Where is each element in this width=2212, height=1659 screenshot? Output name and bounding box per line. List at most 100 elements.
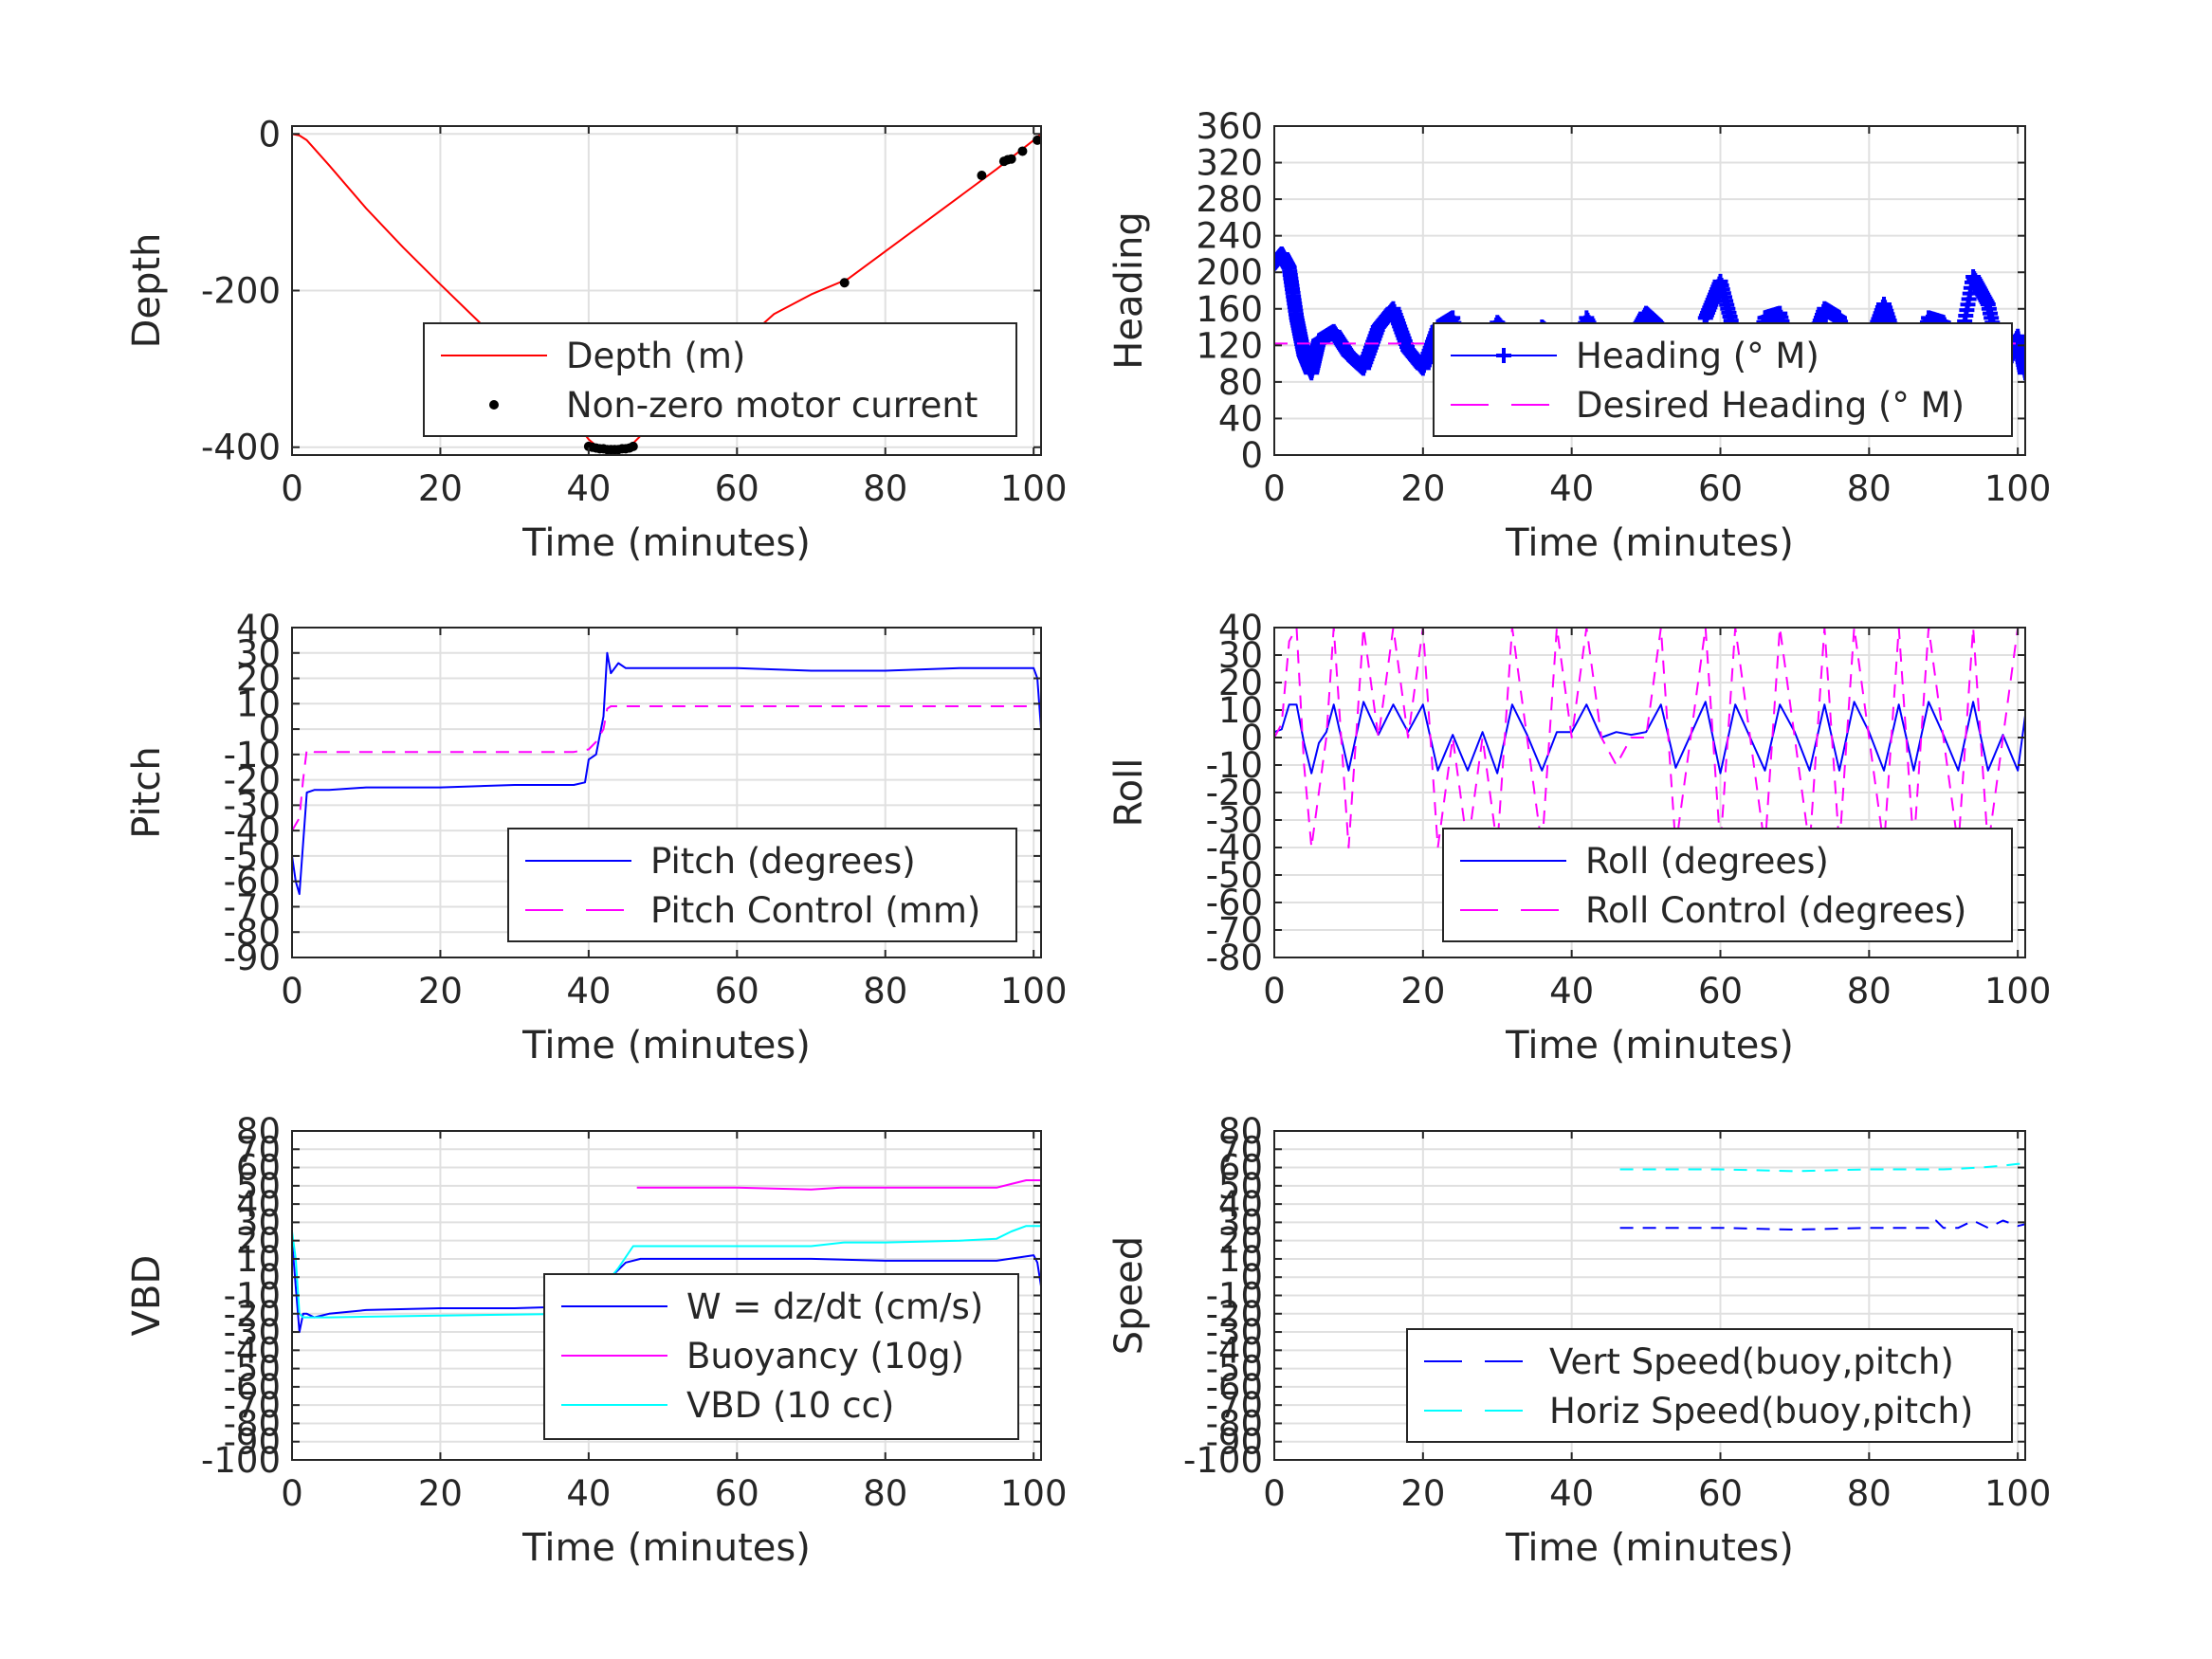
x-tick-label: 60 [715, 971, 759, 1012]
legend-box [1433, 322, 2013, 437]
y-tick-label: 60 [1218, 1148, 1263, 1189]
y-tick-label: -30 [224, 785, 281, 826]
x-tick-label: 80 [863, 468, 907, 509]
y-tick-label: 10 [1218, 690, 1263, 731]
y-tick-label: 20 [236, 659, 281, 700]
legend-label: Horiz Speed(buoy,pitch) [1549, 1391, 1973, 1431]
legend-label: Desired Heading (° M) [1576, 385, 1965, 426]
x-tick-label: 0 [1263, 468, 1286, 509]
series-roll-control-degrees [1274, 627, 2025, 848]
x-axis-label: Time (minutes) [1505, 521, 1794, 565]
y-tick-label: 360 [1196, 106, 1263, 147]
y-tick-label: 20 [236, 1221, 281, 1262]
y-tick-label: -10 [1206, 745, 1263, 786]
y-tick-label: 40 [236, 608, 281, 648]
y-axis-label: Depth [125, 233, 169, 349]
x-tick-label: 0 [1263, 971, 1286, 1012]
x-tick-label: 60 [715, 1473, 759, 1514]
x-tick-label: 20 [1400, 468, 1445, 509]
y-tick-label: -70 [1206, 910, 1263, 951]
axes-vbd: 0 20 40 60 80 100-100-90-80-70-60-50-40-30-20… [125, 1111, 1067, 1570]
axes-frame [291, 627, 1042, 958]
x-tick-label: 20 [418, 468, 463, 509]
legend-label: Roll (degrees) [1585, 841, 1829, 882]
series-group [292, 651, 1041, 896]
y-tick-label: 160 [1196, 289, 1263, 330]
legend: Vert Speed(buoy,pitch) Horiz Speed(buoy,p… [1406, 1328, 2013, 1443]
y-tick-label: 40 [1218, 1184, 1263, 1225]
y-tick-label: 20 [1218, 663, 1263, 703]
axes-heading: 0 20 40 60 80 10004080120160200240280320360Ti… [1107, 106, 2051, 565]
legend-box [1406, 1328, 2013, 1443]
x-axis-label: Time (minutes) [521, 1024, 811, 1067]
y-tick-label: 280 [1196, 179, 1263, 220]
x-tick-label: 40 [1549, 468, 1594, 509]
y-tick-label: -40 [224, 1330, 281, 1371]
x-tick-label: 100 [1000, 1473, 1068, 1514]
y-tick-label: 40 [236, 1184, 281, 1225]
x-tick-label: 40 [566, 971, 611, 1012]
y-tick-label: 70 [236, 1129, 281, 1170]
y-tick-label: 10 [236, 684, 281, 724]
y-axis-label: Pitch [125, 746, 169, 838]
y-tick-label: -100 [201, 1440, 281, 1481]
y-tick-label: -10 [224, 1276, 281, 1317]
y-tick-label: 0 [1240, 1257, 1263, 1298]
y-tick-label: -60 [1206, 883, 1263, 923]
y-tick-label: -80 [224, 1403, 281, 1444]
x-tick-label: 80 [863, 1473, 907, 1514]
series-group [1274, 627, 2025, 848]
y-tick-label: 10 [236, 1239, 281, 1280]
legend-label: Pitch (degrees) [650, 841, 916, 882]
y-tick-label: 80 [1218, 362, 1263, 403]
x-tick-label: 40 [566, 1473, 611, 1514]
data-point [839, 278, 850, 288]
y-tick-label: -20 [224, 1294, 281, 1335]
y-tick-label: 240 [1196, 216, 1263, 257]
x-axis-label: Time (minutes) [1505, 1526, 1794, 1570]
x-axis-label: Time (minutes) [521, 521, 811, 565]
y-tick-label: -50 [224, 1349, 281, 1390]
y-tick-label: 80 [1218, 1111, 1263, 1152]
y-tick-label: -10 [1206, 1276, 1263, 1317]
legend-box [507, 828, 1017, 942]
y-tick-label: -20 [1206, 1294, 1263, 1335]
y-tick-label: -60 [224, 862, 281, 902]
legend-swatch [489, 400, 499, 410]
y-tick-label: -200 [201, 271, 281, 312]
data-point [1017, 146, 1028, 156]
x-tick-label: 60 [1698, 1473, 1743, 1514]
legend-label: Pitch Control (mm) [650, 890, 980, 931]
y-tick-label: 50 [1218, 1166, 1263, 1207]
y-tick-label: 0 [258, 1257, 281, 1298]
y-tick-label: 50 [236, 1166, 281, 1207]
y-tick-label: -40 [224, 811, 281, 851]
x-tick-label: 100 [1000, 468, 1068, 509]
x-tick-label: 100 [1000, 971, 1068, 1012]
x-tick-label: 0 [281, 1473, 303, 1514]
legend-label: Heading (° M) [1576, 336, 1819, 376]
x-tick-label: 20 [1400, 1473, 1445, 1514]
legend-label: VBD (10 cc) [686, 1385, 894, 1426]
x-tick-label: 0 [281, 468, 303, 509]
y-tick-label: 0 [258, 114, 281, 155]
legend-marker [1496, 348, 1511, 363]
axes-pitch: 0 20 40 60 80 100-90-80-70-60-50-40-30-20-100… [125, 608, 1067, 1067]
data-point [1006, 154, 1016, 164]
legend-label: Non-zero motor current [566, 385, 978, 426]
legend: Roll (degrees) Roll Control (degrees) [1442, 828, 2013, 942]
y-tick-label: -70 [224, 1385, 281, 1426]
y-tick-label: 40 [1218, 608, 1263, 648]
y-tick-label: -50 [1206, 855, 1263, 896]
y-tick-label: 120 [1196, 325, 1263, 366]
axes-depth: 0 20 40 60 80 100 -400 -200 0 Time (minutes) Depth… [125, 114, 1067, 565]
legend-label: W = dz/dt (cm/s) [686, 1286, 983, 1327]
y-tick-label: -70 [224, 886, 281, 927]
axes-speed: 0 20 40 60 80 100-100-90-80-70-60-50-40-30-20… [1107, 1111, 2051, 1570]
y-tick-label: -70 [1206, 1385, 1263, 1426]
x-axis-label: Time (minutes) [1505, 1024, 1794, 1067]
series-pitch-degrees [292, 651, 1041, 896]
series-horiz-speed-buoy-pitch [1619, 1162, 2025, 1173]
y-tick-label: -80 [224, 912, 281, 953]
